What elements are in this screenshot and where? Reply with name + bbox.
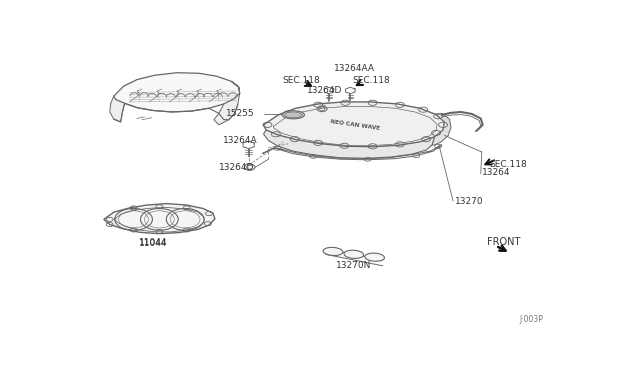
Text: 13264D: 13264D [219, 163, 254, 172]
Ellipse shape [282, 111, 305, 119]
Text: 13264AA: 13264AA [334, 64, 375, 73]
Ellipse shape [365, 253, 385, 261]
Text: 11044: 11044 [139, 239, 168, 248]
Text: SEC.118: SEC.118 [282, 76, 320, 85]
Polygon shape [110, 96, 125, 122]
Polygon shape [264, 130, 435, 158]
Text: 13264: 13264 [482, 169, 510, 177]
Polygon shape [104, 203, 215, 234]
Text: J·003P: J·003P [520, 315, 544, 324]
Polygon shape [262, 145, 442, 160]
Text: 13264A: 13264A [223, 136, 257, 145]
Polygon shape [264, 102, 445, 147]
Text: 15255: 15255 [227, 109, 255, 118]
Text: 13264D: 13264D [307, 86, 342, 95]
Text: FRONT: FRONT [486, 237, 520, 247]
Polygon shape [114, 73, 240, 112]
Text: 11044: 11044 [139, 238, 168, 247]
Polygon shape [432, 113, 451, 145]
Text: NEO CAN WAVE: NEO CAN WAVE [330, 119, 381, 131]
Ellipse shape [323, 247, 343, 256]
Text: 13270: 13270 [454, 197, 483, 206]
Text: SEC.118: SEC.118 [353, 76, 390, 85]
Text: SEC.118: SEC.118 [489, 160, 527, 169]
Text: 13270N: 13270N [336, 261, 371, 270]
Ellipse shape [285, 112, 302, 118]
Polygon shape [214, 81, 240, 125]
Ellipse shape [344, 250, 364, 259]
